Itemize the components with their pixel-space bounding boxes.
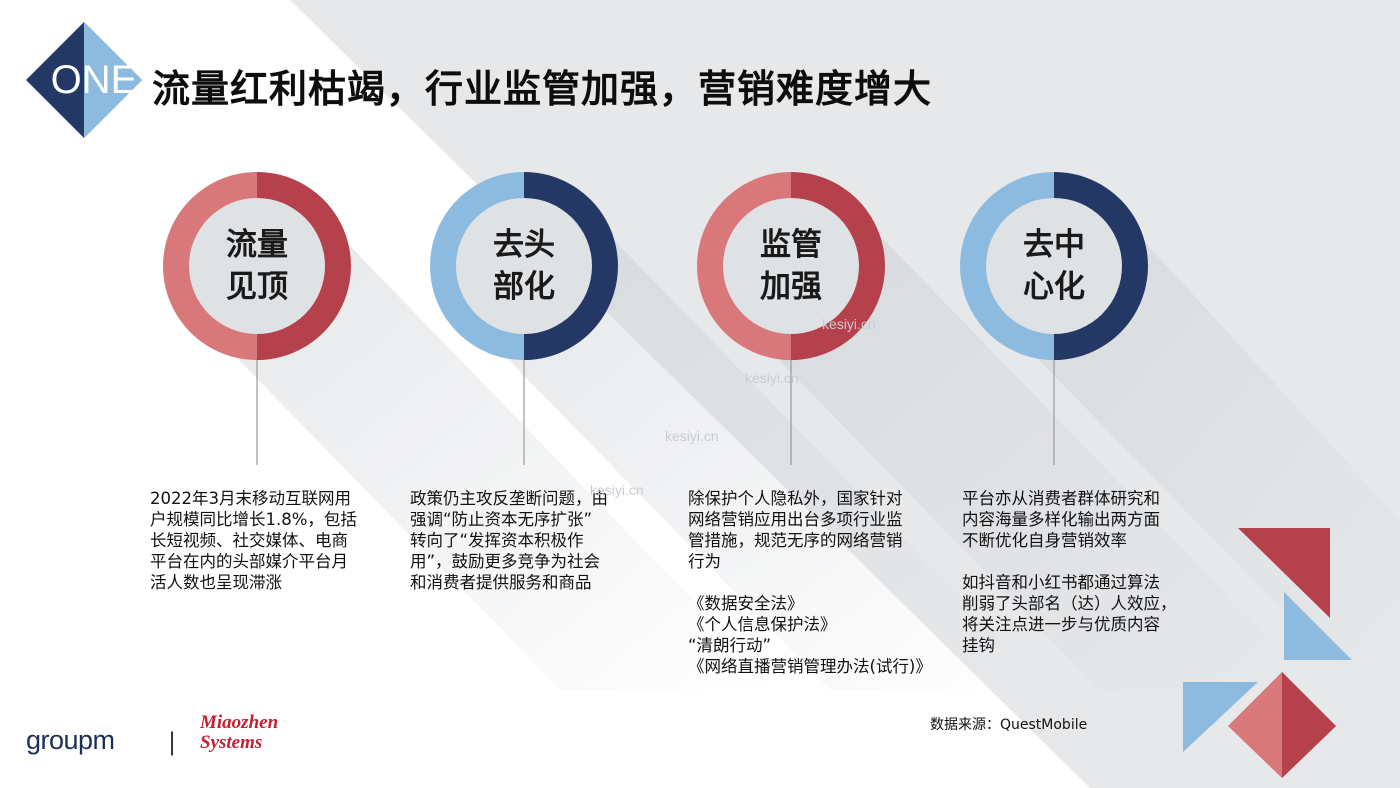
description-1-line: 户规模同比增长1.8%，包括 [150, 509, 380, 530]
description-4: 平台亦从消费者群体研究和 内容海量多样化输出两方面 不断优化自身营销效率 如抖音… [962, 488, 1187, 656]
description-3-spacer [688, 572, 948, 593]
description-1-line: 2022年3月末移动互联网用 [150, 488, 380, 509]
description-4-line: 不断优化自身营销效率 [962, 530, 1187, 551]
description-4-line: 将关注点进一步与优质内容 [962, 614, 1187, 635]
circle-3-line2: 加强 [721, 266, 861, 308]
description-1-line: 长短视频、社交媒体、电商 [150, 530, 380, 551]
miaozhen-logo-line2: Systems [200, 733, 278, 753]
description-2: 政策仍主攻反垄断问题，由 强调“防止资本无序扩张” 转向了“发挥资本积极作 用”… [410, 488, 640, 593]
description-4-line: 削弱了头部名（达）人效应， [962, 593, 1187, 614]
one-badge-label: ONE [40, 58, 148, 103]
circle-label-4: 去中 心化 [984, 224, 1124, 308]
description-2-line: 强调“防止资本无序扩张” [410, 509, 640, 530]
description-1-line: 平台在内的头部媒介平台月 [150, 551, 380, 572]
logo-separator: | [168, 728, 176, 756]
description-4-line: 平台亦从消费者群体研究和 [962, 488, 1187, 509]
circle-4-line1: 去中 [984, 224, 1124, 266]
description-2-line: 用”，鼓励更多竞争为社会 [410, 551, 640, 572]
description-2-line: 转向了“发挥资本积极作 [410, 530, 640, 551]
watermark: kesiyi.cn [590, 482, 644, 498]
description-4-line: 如抖音和小红书都通过算法 [962, 572, 1187, 593]
description-1-line: 活人数也呈现滞涨 [150, 572, 380, 593]
miaozhen-logo-line1: Miaozhen [200, 713, 278, 733]
description-4-line: 内容海量多样化输出两方面 [962, 509, 1187, 530]
law-item: 《数据安全法》 [688, 593, 948, 614]
data-source: 数据来源：QuestMobile [930, 714, 1087, 734]
circle-label-1: 流量 见顶 [187, 224, 327, 308]
circle-label-2: 去头 部化 [454, 224, 594, 308]
circle-2-line2: 部化 [454, 266, 594, 308]
circle-1-line2: 见顶 [187, 266, 327, 308]
page-title: 流量红利枯竭，行业监管加强，营销难度增大 [152, 58, 932, 113]
watermark: kesiyi.cn [822, 316, 876, 332]
circle-2-line1: 去头 [454, 224, 594, 266]
law-item: 《个人信息保护法》 [688, 614, 948, 635]
circle-1-line1: 流量 [187, 224, 327, 266]
description-1: 2022年3月末移动互联网用 户规模同比增长1.8%，包括 长短视频、社交媒体、… [150, 488, 380, 593]
description-3-line: 除保护个人隐私外，国家针对 [688, 488, 948, 509]
circle-3-line1: 监管 [721, 224, 861, 266]
groupm-logo: groupm [26, 725, 115, 756]
watermark: kesiyi.cn [745, 370, 799, 386]
description-4-spacer [962, 551, 1187, 572]
miaozhen-logo: Miaozhen Systems [200, 713, 278, 753]
circle-4-line2: 心化 [984, 266, 1124, 308]
description-3-line: 管措施，规范无序的网络营销 [688, 530, 948, 551]
watermark: kesiyi.cn [665, 428, 719, 444]
law-item: 《网络直播营销管理办法(试行)》 [688, 656, 948, 677]
description-3: 除保护个人隐私外，国家针对 网络营销应用出台多项行业监 管措施，规范无序的网络营… [688, 488, 948, 677]
description-3-line: 行为 [688, 551, 948, 572]
description-4-line: 挂钩 [962, 635, 1187, 656]
description-2-line: 和消费者提供服务和商品 [410, 572, 640, 593]
law-item: “清朗行动” [688, 635, 948, 656]
description-3-line: 网络营销应用出台多项行业监 [688, 509, 948, 530]
circle-label-3: 监管 加强 [721, 224, 861, 308]
